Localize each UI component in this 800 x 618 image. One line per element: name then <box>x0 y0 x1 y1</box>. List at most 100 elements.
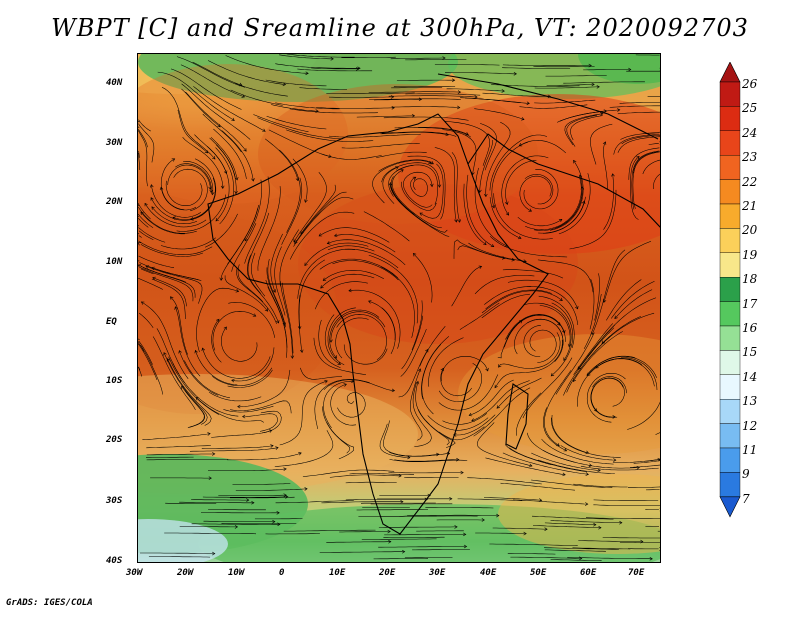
streamline-arrow <box>613 458 617 462</box>
streamline <box>212 367 273 386</box>
lon-tick-label: 50E <box>530 568 547 578</box>
streamline <box>314 379 370 429</box>
streamline-arrow <box>305 71 309 76</box>
streamline-arrow <box>591 82 595 87</box>
lon-tick-label: 70E <box>628 568 645 578</box>
streamline <box>176 194 226 232</box>
streamline-arrow <box>234 190 238 195</box>
streamline <box>251 252 266 297</box>
streamline <box>445 72 517 75</box>
streamline-arrow <box>251 178 255 182</box>
streamline-arrow <box>140 211 144 215</box>
streamline <box>175 306 201 377</box>
streamline <box>297 68 373 72</box>
temperature-region <box>138 64 348 204</box>
streamline <box>329 309 380 359</box>
streamline <box>151 206 198 224</box>
streamline <box>372 160 432 204</box>
streamline <box>451 266 482 307</box>
streamline <box>138 227 166 243</box>
streamline-arrow <box>391 388 396 393</box>
lat-tick-label: 20S <box>106 435 123 445</box>
streamline-arrow <box>562 472 566 477</box>
streamline <box>207 146 230 222</box>
streamline <box>282 282 294 354</box>
streamline-arrow <box>219 277 224 281</box>
streamline <box>140 268 154 275</box>
streamline <box>356 115 415 118</box>
streamline-arrow <box>282 82 287 87</box>
streamline <box>532 525 602 528</box>
streamline <box>606 279 642 321</box>
streamline-arrow <box>138 242 141 246</box>
streamline-arrow <box>544 527 548 531</box>
streamline <box>380 132 449 136</box>
streamline <box>543 407 567 452</box>
streamline-arrow <box>251 500 255 505</box>
streamline-arrow <box>457 219 461 223</box>
streamline <box>313 337 367 375</box>
streamline <box>588 465 640 469</box>
streamline-arrow <box>437 184 442 188</box>
streamline-arrow <box>563 448 568 452</box>
streamline-arrow <box>215 217 219 222</box>
streamline-arrow <box>501 89 505 93</box>
streamline <box>138 151 140 158</box>
streamline <box>202 113 242 153</box>
streamline <box>463 183 487 245</box>
streamline <box>179 526 238 528</box>
streamline-arrow <box>210 191 215 196</box>
streamline <box>383 536 445 538</box>
streamline <box>167 164 211 190</box>
streamline <box>594 273 600 321</box>
streamline-arrow <box>660 54 661 57</box>
streamline-arrow <box>216 318 220 323</box>
streamline <box>502 269 564 279</box>
streamline <box>211 430 272 438</box>
streamline-arrow <box>453 433 457 437</box>
colorbar-segment <box>719 399 741 424</box>
streamline <box>343 344 388 365</box>
streamline-arrow <box>290 355 295 359</box>
streamline <box>144 203 207 228</box>
streamline <box>534 86 600 89</box>
streamline-arrow <box>463 544 468 549</box>
streamline-arrow <box>649 556 653 561</box>
streamline <box>279 54 334 60</box>
streamline <box>138 119 151 132</box>
streamline-arrow <box>174 306 178 310</box>
streamline <box>534 99 596 104</box>
streamline <box>610 281 655 319</box>
streamline-arrow <box>348 288 352 293</box>
streamline <box>444 121 490 166</box>
streamline <box>165 180 203 206</box>
streamline-arrow <box>283 467 287 471</box>
streamline-arrow <box>619 520 623 525</box>
streamline <box>544 522 596 525</box>
streamline-arrow <box>276 319 280 324</box>
streamline-arrow <box>138 126 140 128</box>
streamline <box>213 128 247 179</box>
streamline-arrow <box>178 350 182 354</box>
streamline <box>318 319 341 368</box>
streamline <box>551 414 589 454</box>
streamline <box>411 300 423 351</box>
streamline-arrow <box>660 133 661 136</box>
streamline <box>235 488 308 491</box>
streamline <box>160 237 217 250</box>
streamline <box>516 392 542 436</box>
streamline <box>457 498 523 501</box>
streamline <box>181 83 251 140</box>
streamline-arrow <box>234 176 239 181</box>
streamline <box>489 543 578 546</box>
streamline-arrow <box>456 457 460 462</box>
streamline <box>373 99 422 101</box>
streamline <box>311 67 359 70</box>
streamline-arrow <box>400 499 404 504</box>
streamline <box>617 136 660 153</box>
streamline <box>189 447 279 452</box>
streamline <box>316 107 395 109</box>
streamline-arrow <box>223 326 227 331</box>
streamline <box>485 289 552 310</box>
streamline <box>522 357 573 419</box>
